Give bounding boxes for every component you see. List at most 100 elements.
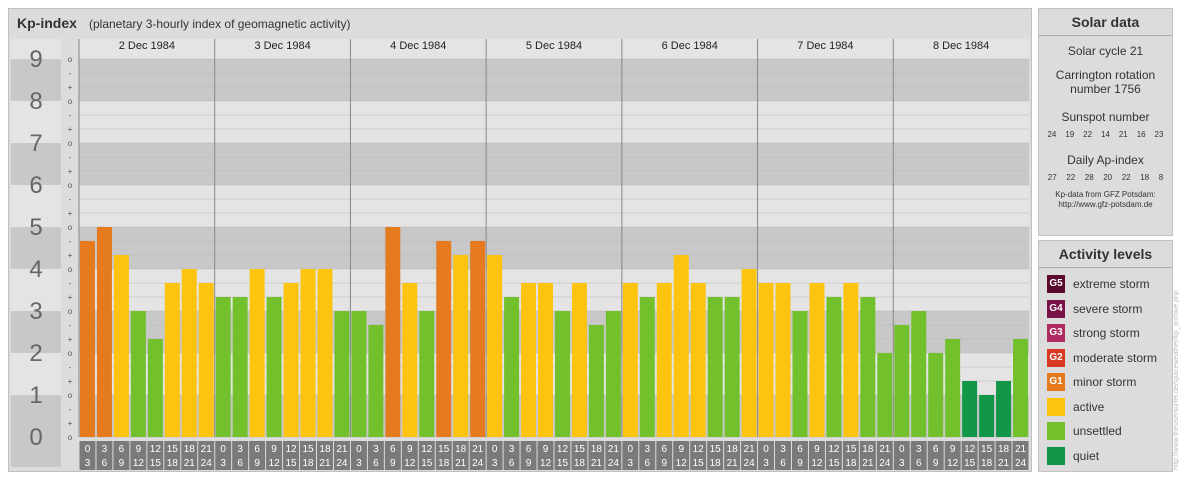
y-tick-label: 4 bbox=[29, 256, 42, 283]
hour-end-label: 6 bbox=[102, 458, 108, 469]
solar-data-title: Solar data bbox=[1039, 9, 1172, 36]
hour-start-label: 3 bbox=[780, 444, 786, 455]
kp-number-band bbox=[11, 311, 61, 353]
hour-end-label: 15 bbox=[828, 458, 840, 469]
hour-end-label: 24 bbox=[201, 458, 213, 469]
hour-box bbox=[605, 441, 622, 470]
day-label: 8 Dec 1984 bbox=[933, 40, 989, 52]
hour-box bbox=[910, 441, 927, 470]
kp-bar bbox=[724, 297, 740, 437]
third-tick-label: + bbox=[68, 83, 73, 92]
level-label: quiet bbox=[1073, 448, 1100, 463]
activity-level-item: active bbox=[1047, 397, 1104, 417]
kp-bar bbox=[775, 282, 791, 437]
solar-cycle: Solar cycle 21 bbox=[1067, 44, 1144, 58]
hour-end-label: 15 bbox=[693, 458, 705, 469]
third-tick-label: - bbox=[69, 153, 72, 162]
hour-start-label: 21 bbox=[201, 444, 213, 455]
hour-start-label: 3 bbox=[509, 444, 515, 455]
hour-box bbox=[452, 441, 469, 470]
hour-box bbox=[266, 441, 283, 470]
ap-label: Daily Ap-index bbox=[1067, 153, 1144, 167]
hour-end-label: 9 bbox=[390, 458, 396, 469]
kp-bar bbox=[232, 297, 248, 437]
hour-end-label: 15 bbox=[964, 458, 976, 469]
hour-start-label: 18 bbox=[998, 444, 1010, 455]
third-tick-label: - bbox=[69, 363, 72, 372]
kp-band-top bbox=[79, 39, 1029, 59]
y-tick-label: 7 bbox=[29, 130, 42, 157]
third-tick-label: + bbox=[68, 293, 73, 302]
third-tick-label: + bbox=[68, 167, 73, 176]
level-label: strong storm bbox=[1073, 326, 1140, 340]
y-tick-label: 8 bbox=[29, 88, 42, 115]
hour-end-label: 24 bbox=[1015, 458, 1027, 469]
kp-bar bbox=[385, 227, 401, 437]
hour-end-label: 12 bbox=[947, 458, 959, 469]
kp-bar bbox=[470, 240, 486, 437]
hour-start-label: 21 bbox=[472, 444, 484, 455]
hour-box bbox=[588, 441, 605, 470]
hour-box bbox=[741, 441, 758, 470]
third-tick-label: o bbox=[68, 349, 73, 358]
kp-number-band bbox=[11, 185, 61, 227]
third-tick-label: o bbox=[68, 181, 73, 190]
hour-box bbox=[927, 441, 944, 470]
y-tick-label: 5 bbox=[29, 214, 42, 241]
hour-end-label: 18 bbox=[167, 458, 179, 469]
hour-box bbox=[571, 441, 588, 470]
hour-start-label: 15 bbox=[574, 444, 586, 455]
kp-bar bbox=[962, 381, 978, 437]
hour-box bbox=[961, 441, 978, 470]
hour-start-label: 0 bbox=[220, 444, 226, 455]
kp-bar bbox=[792, 311, 808, 437]
hour-start-label: 9 bbox=[678, 444, 684, 455]
day-label: 3 Dec 1984 bbox=[254, 40, 310, 52]
hour-end-label: 18 bbox=[302, 458, 314, 469]
hour-box bbox=[283, 441, 300, 470]
hour-end-label: 12 bbox=[676, 458, 688, 469]
kp-number-band bbox=[11, 101, 61, 143]
third-tick-label: + bbox=[68, 209, 73, 218]
third-tick-label: o bbox=[68, 433, 73, 442]
hour-end-label: 21 bbox=[862, 458, 874, 469]
hour-start-label: 15 bbox=[981, 444, 993, 455]
kp-bar bbox=[656, 282, 672, 437]
third-tick-label: o bbox=[68, 55, 73, 64]
kp-bar bbox=[928, 353, 944, 437]
hour-end-label: 15 bbox=[421, 458, 433, 469]
day-label: 4 Dec 1984 bbox=[390, 40, 446, 52]
hour-start-label: 18 bbox=[727, 444, 739, 455]
credit-link[interactable]: http://www.gfz-potsdam.de bbox=[1058, 200, 1153, 209]
y-tick-label: 1 bbox=[29, 382, 42, 409]
hour-start-label: 3 bbox=[237, 444, 243, 455]
hour-start-label: 3 bbox=[916, 444, 922, 455]
hour-box bbox=[537, 441, 554, 470]
hour-box bbox=[859, 441, 876, 470]
kp-bar bbox=[317, 269, 333, 437]
hour-box bbox=[520, 441, 537, 470]
kp-bar bbox=[588, 324, 604, 437]
hour-box bbox=[554, 441, 571, 470]
kp-bar bbox=[351, 311, 367, 437]
hour-end-label: 3 bbox=[356, 458, 362, 469]
hour-box bbox=[707, 441, 724, 470]
hour-end-label: 21 bbox=[455, 458, 467, 469]
kp-bar bbox=[504, 297, 520, 437]
kp-bar bbox=[80, 240, 95, 437]
hour-box bbox=[384, 441, 401, 470]
hour-box bbox=[842, 441, 859, 470]
third-tick-label: - bbox=[69, 69, 72, 78]
level-label: moderate storm bbox=[1073, 350, 1158, 365]
watermark: http://www.theusersurfer.de/spaceweather… bbox=[1173, 290, 1180, 470]
hour-box bbox=[435, 441, 452, 470]
kp-bar bbox=[487, 255, 503, 437]
third-tick-label: o bbox=[68, 97, 73, 106]
third-tick-label: o bbox=[68, 265, 73, 274]
hour-start-label: 3 bbox=[645, 444, 651, 455]
hour-start-label: 21 bbox=[608, 444, 620, 455]
hour-end-label: 6 bbox=[237, 458, 243, 469]
kp-bar bbox=[419, 311, 435, 437]
sunspot-label: Sunspot number bbox=[1061, 110, 1150, 124]
hour-start-label: 6 bbox=[254, 444, 260, 455]
